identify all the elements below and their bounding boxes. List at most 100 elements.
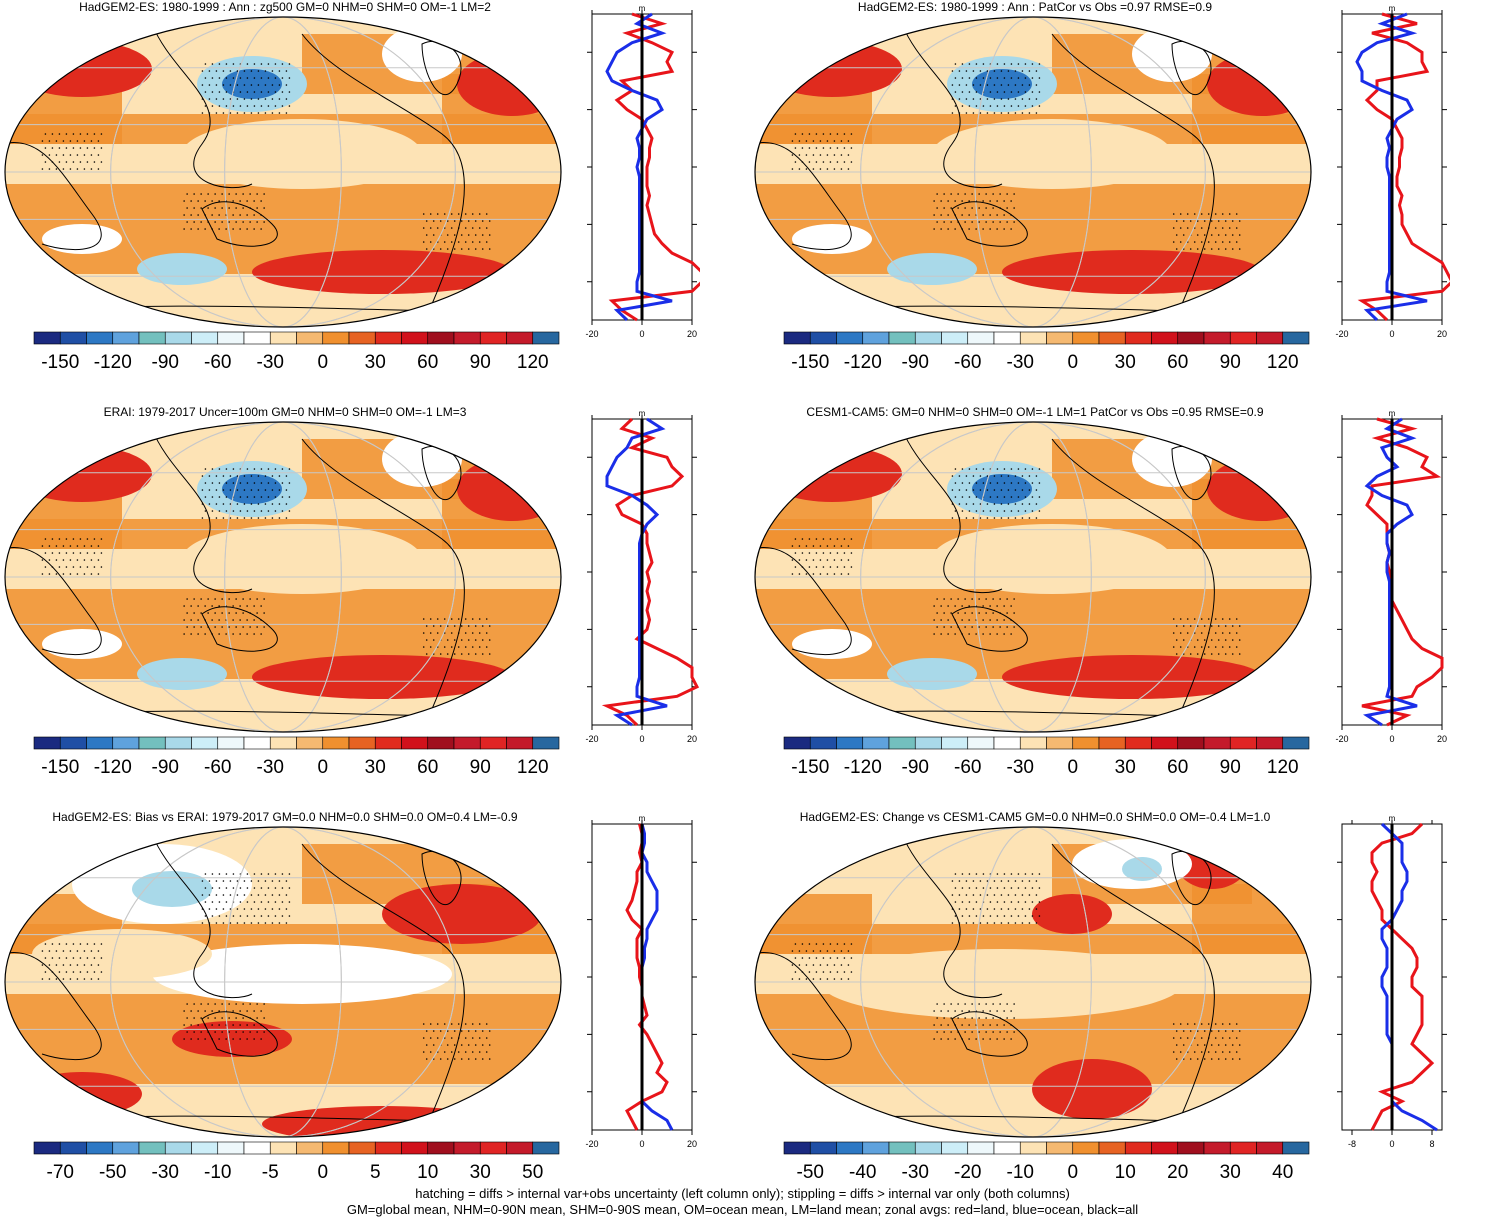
contour-region xyxy=(972,474,1032,504)
graticule xyxy=(5,827,561,1137)
colorbar-label: -120 xyxy=(844,757,882,778)
contour-region xyxy=(887,253,977,285)
colorbar-label: 60 xyxy=(1167,352,1188,373)
colorbar-cell xyxy=(1177,736,1205,750)
colorbar-label: 120 xyxy=(1267,352,1299,373)
colorbar-cell xyxy=(862,1141,890,1155)
contour-region xyxy=(762,446,902,502)
colorbar-cell xyxy=(1229,331,1257,345)
colorbar-label: 90 xyxy=(1220,352,1241,373)
contour-region xyxy=(792,629,872,659)
colorbar-label: -70 xyxy=(47,1162,74,1183)
graticule xyxy=(755,422,1311,732)
colorbar-cell xyxy=(191,1141,219,1155)
colorbar-label: -50 xyxy=(99,1162,126,1183)
x-tick-label: 20 xyxy=(1437,734,1447,744)
colorbar-cell xyxy=(138,1141,166,1155)
colorbar-cell xyxy=(374,736,402,750)
colorbar-cell xyxy=(427,1141,455,1155)
colorbar-cell xyxy=(1046,736,1074,750)
contour-region xyxy=(1032,894,1112,934)
colorbar-cell xyxy=(296,1141,324,1155)
colorbar-label: 10 xyxy=(417,1162,438,1183)
colorbar-cell xyxy=(783,736,811,750)
colorbar-cell xyxy=(532,1141,560,1155)
colorbar-cell xyxy=(348,331,376,345)
zonal-unit: m xyxy=(639,4,646,13)
colorbar-cell xyxy=(941,331,969,345)
colorbar-cell xyxy=(401,331,429,345)
panel-hadgem2-climatology: HadGEM2-ES: 1980-1999 : Ann : zg500 GM=0… xyxy=(0,0,700,380)
colorbar-cell xyxy=(941,736,969,750)
colorbar-cell xyxy=(1124,331,1152,345)
colorbar-cell xyxy=(1203,1141,1231,1155)
colorbar-cell xyxy=(33,331,61,345)
colorbar-cell xyxy=(191,736,219,750)
colorbar-cell xyxy=(809,331,837,345)
contour-region xyxy=(457,457,561,521)
colorbar-cell xyxy=(112,331,140,345)
colorbar-cell xyxy=(809,1141,837,1155)
contour-region xyxy=(1032,1059,1152,1119)
colorbar-label: 90 xyxy=(470,757,491,778)
contour-region xyxy=(1207,457,1311,521)
colorbar-label: 10 xyxy=(1115,1162,1136,1183)
colorbar-cell xyxy=(836,331,864,345)
colorbar-cell xyxy=(33,736,61,750)
colorbar-label: 0 xyxy=(317,757,328,778)
colorbar-cell xyxy=(296,331,324,345)
colorbar-label: 0 xyxy=(317,352,328,373)
contour-region xyxy=(822,949,1182,1019)
colorbar-cell xyxy=(993,736,1021,750)
colorbar-cell xyxy=(1203,736,1231,750)
contour-region xyxy=(172,1021,292,1057)
global-map xyxy=(4,421,562,733)
colorbar-cell xyxy=(322,331,350,345)
contour-region xyxy=(12,41,152,97)
zonal-ocean-line xyxy=(1355,12,1428,322)
contour-region xyxy=(1002,250,1262,294)
colorbar-cell xyxy=(1203,331,1231,345)
colorbar-cell xyxy=(479,736,507,750)
contour-region xyxy=(932,524,1172,594)
x-tick-label: 0 xyxy=(639,1139,644,1149)
colorbar-label: 90 xyxy=(470,352,491,373)
colorbar-label: -40 xyxy=(849,1162,876,1183)
colorbar-cell xyxy=(506,1141,534,1155)
colorbar-cell xyxy=(243,1141,271,1155)
colorbar-cell xyxy=(296,736,324,750)
contour-region xyxy=(932,119,1172,189)
zonal-unit: m xyxy=(639,409,646,418)
colorbar-cell xyxy=(322,736,350,750)
colorbar-cell xyxy=(453,331,481,345)
zonal-ocean-line xyxy=(1363,417,1418,727)
colorbar-cell xyxy=(1256,331,1284,345)
colorbar-cell xyxy=(1282,331,1310,345)
colorbar-cell xyxy=(914,736,942,750)
colorbar-label: -90 xyxy=(902,352,929,373)
colorbar-cell xyxy=(453,1141,481,1155)
stippling xyxy=(41,468,491,655)
colorbar-label: -60 xyxy=(204,352,231,373)
zonal-land-line xyxy=(1370,822,1435,1131)
contour-region xyxy=(792,224,872,254)
x-tick-label: -20 xyxy=(1335,734,1348,744)
contour-region xyxy=(1207,52,1311,116)
colorbar-label: -120 xyxy=(844,352,882,373)
x-tick-label: 20 xyxy=(687,734,697,744)
x-tick-label: 0 xyxy=(1389,1139,1394,1149)
x-tick-label: 20 xyxy=(687,329,697,339)
x-tick-label: 20 xyxy=(687,1139,697,1149)
zonal-unit: m xyxy=(1389,4,1396,13)
zonal-land-line xyxy=(1361,417,1444,727)
colorbar-label: 120 xyxy=(1267,757,1299,778)
colorbar-label: -5 xyxy=(262,1162,279,1183)
contour-region xyxy=(12,446,152,502)
panel-title: HadGEM2-ES: Change vs CESM1-CAM5 GM=0.0 … xyxy=(799,810,1271,824)
colorbar-cell xyxy=(86,1141,114,1155)
stippling xyxy=(791,63,1241,250)
colorbar-label: -60 xyxy=(204,757,231,778)
global-map xyxy=(754,421,1312,733)
